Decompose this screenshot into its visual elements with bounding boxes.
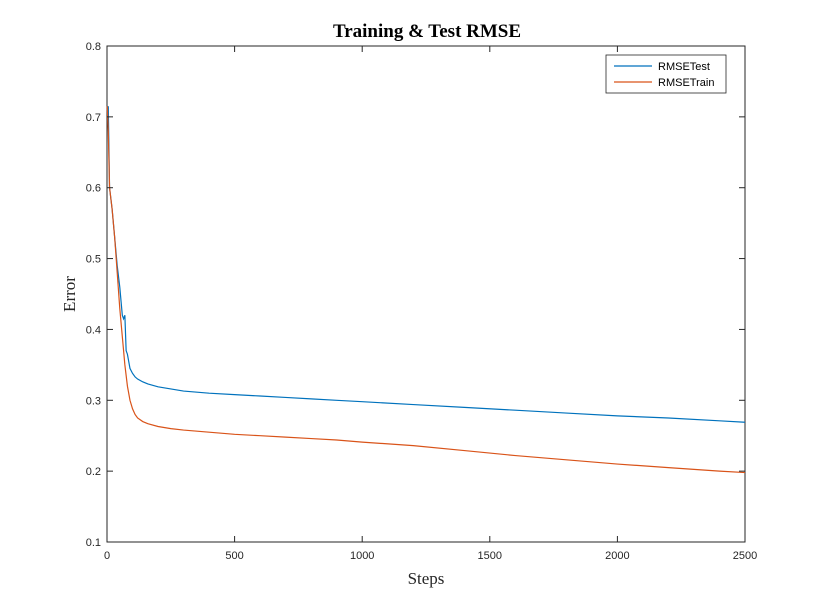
series-line-rmsetrain	[106, 106, 746, 474]
legend-label-rmsetest: RMSETest	[658, 61, 710, 73]
legend: RMSETest RMSETrain	[605, 54, 727, 94]
x-axis-label: Steps	[408, 569, 445, 588]
y-tick-label: 0.3	[86, 395, 101, 407]
legend-label-rmsetrain: RMSETrain	[658, 77, 714, 89]
chart-title: Training & Test RMSE	[333, 21, 521, 42]
x-tick-label: 0	[104, 550, 110, 562]
y-tick-label: 0.6	[86, 183, 101, 195]
x-tick-label: 2500	[733, 550, 757, 562]
x-tick-label: 1500	[478, 550, 502, 562]
series-line-rmsetest	[106, 106, 746, 423]
y-tick-label: 0.7	[86, 112, 101, 124]
series-layer	[106, 106, 746, 474]
y-tick-label: 0.1	[86, 537, 101, 549]
y-axis-label: Error	[60, 276, 79, 312]
y-tick-label: 0.8	[86, 41, 101, 53]
plot-area	[106, 45, 746, 543]
x-tick-label: 500	[225, 550, 243, 562]
x-tick-label: 2000	[605, 550, 629, 562]
tick-layer: 0 500 1000 1500 2000 2500 0.1 0.2 0.3 0.4 0.5 0.6 0.…	[86, 41, 758, 562]
y-tick-label: 0.2	[86, 466, 101, 478]
x-tick-label: 1000	[350, 550, 374, 562]
legend-box	[605, 54, 727, 94]
y-tick-label: 0.5	[86, 254, 101, 266]
y-tick-label: 0.4	[86, 324, 101, 336]
